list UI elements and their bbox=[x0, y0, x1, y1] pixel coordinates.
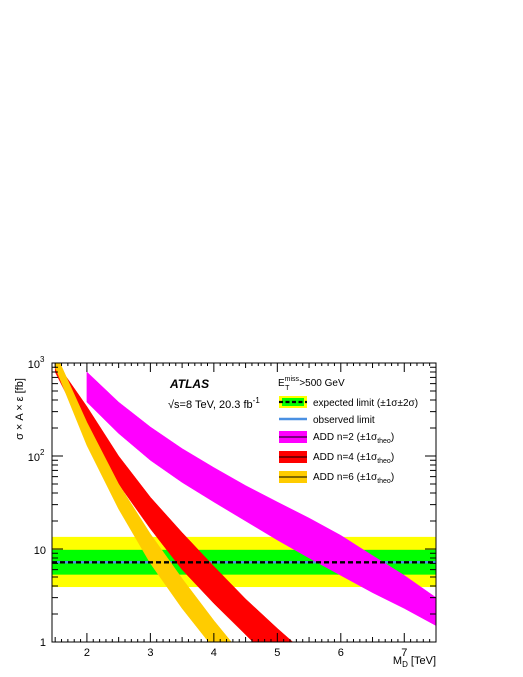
plot-frame bbox=[51, 362, 437, 643]
y-tick-label-10: 10 bbox=[34, 545, 46, 557]
energy-exp: -1 bbox=[253, 396, 261, 405]
legend-add-n4-sub: theo bbox=[377, 458, 391, 465]
y-tick-label-1000: 10 bbox=[28, 359, 40, 371]
x-axis-label: MD [TeV] bbox=[393, 655, 436, 669]
legend-add-n2-text: ADD n=2 (±1σ bbox=[313, 432, 378, 443]
y-tick-label-1000-exp: 3 bbox=[40, 355, 45, 364]
atlas-label: ATLAS bbox=[169, 377, 209, 391]
x-tick-label: 3 bbox=[147, 647, 153, 659]
cut-base: E bbox=[278, 378, 285, 389]
sqrt-symbol: √ bbox=[168, 399, 175, 411]
cut-label: Emiss T >500 GeV bbox=[278, 376, 345, 392]
legend-add-n4-label: ADD n=4 (±1σtheo) bbox=[313, 452, 394, 465]
x-tick-label: 5 bbox=[274, 647, 280, 659]
x-tick-label: 7 bbox=[401, 647, 407, 659]
x-tick-label: 6 bbox=[338, 647, 344, 659]
cut-rest: >500 GeV bbox=[299, 378, 345, 389]
x-tick-label: 2 bbox=[84, 647, 90, 659]
legend-add-n4-text: ADD n=4 (±1σ bbox=[313, 452, 378, 463]
y-tick-label-100: 10 bbox=[28, 452, 40, 464]
legend-add-n4: ADD n=4 (±1σtheo) bbox=[279, 451, 394, 465]
legend-add-n2-sub: theo bbox=[377, 438, 391, 445]
legend-expected-label: expected limit (±1σ±2σ) bbox=[313, 398, 418, 409]
legend: expected limit (±1σ±2σ) observed limit A… bbox=[279, 396, 418, 485]
energy-label: √s=8 TeV, 20.3 fb-1 bbox=[168, 396, 260, 411]
y-tick-label-1: 1 bbox=[40, 637, 46, 649]
legend-add-n6-sub: theo bbox=[377, 478, 391, 485]
legend-add-n2: ADD n=2 (±1σtheo) bbox=[279, 431, 394, 445]
legend-expected: expected limit (±1σ±2σ) bbox=[279, 396, 418, 409]
legend-add-n2-label: ADD n=2 (±1σtheo) bbox=[313, 432, 394, 445]
legend-add-n6-label: ADD n=6 (±1σtheo) bbox=[313, 472, 394, 485]
cut-sub: T bbox=[285, 385, 290, 392]
legend-add-n4-close: ) bbox=[391, 452, 394, 463]
x-axis-label-sub: D bbox=[402, 660, 408, 669]
legend-add-n2-close: ) bbox=[391, 432, 394, 443]
legend-observed: observed limit bbox=[279, 415, 375, 426]
legend-observed-label: observed limit bbox=[313, 415, 375, 426]
cut-sup: miss bbox=[285, 376, 300, 383]
x-axis-label-main: M bbox=[393, 655, 402, 667]
y-axis-label: σ × A × ε [fb] bbox=[14, 378, 26, 440]
energy-text: s=8 TeV, 20.3 fb bbox=[174, 399, 253, 411]
theory-band-add-n-6 bbox=[54, 363, 232, 642]
legend-add-n6-close: ) bbox=[391, 472, 394, 483]
y-tick-label-100-exp: 2 bbox=[40, 448, 45, 457]
x-axis-label-unit: [TeV] bbox=[408, 655, 436, 667]
legend-add-n6-text: ADD n=6 (±1σ bbox=[313, 472, 378, 483]
x-tick-label: 4 bbox=[211, 647, 217, 659]
legend-add-n6: ADD n=6 (±1σtheo) bbox=[279, 471, 394, 485]
